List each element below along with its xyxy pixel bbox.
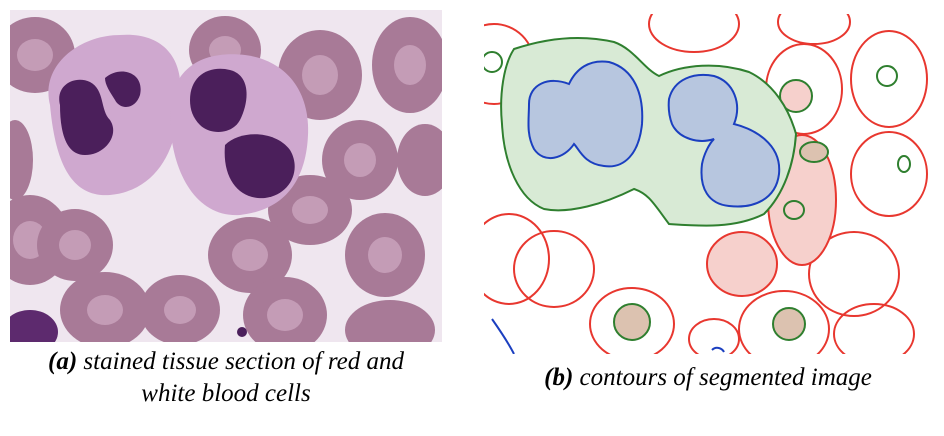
panel-a-caption-line1: stained tissue section of red and bbox=[83, 348, 404, 375]
panel-a-label: (a) bbox=[48, 348, 78, 375]
cell-center-contours bbox=[484, 51, 911, 341]
caption-panel-a: (a) stained tissue section of red and wh… bbox=[10, 346, 442, 410]
white-blood-cells bbox=[48, 34, 309, 216]
panel-a-caption-line2: white blood cells bbox=[141, 380, 311, 407]
micrograph-image bbox=[10, 10, 442, 342]
panel-b-label: (b) bbox=[544, 364, 574, 391]
segmentation-contours-image bbox=[484, 14, 932, 354]
white-cell-region bbox=[491, 37, 798, 354]
caption-panel-b: (b) contours of segmented image bbox=[484, 362, 932, 394]
red-cell-contours bbox=[484, 14, 928, 354]
red-blood-cells bbox=[10, 16, 442, 342]
panel-b-caption: contours of segmented image bbox=[579, 364, 872, 391]
